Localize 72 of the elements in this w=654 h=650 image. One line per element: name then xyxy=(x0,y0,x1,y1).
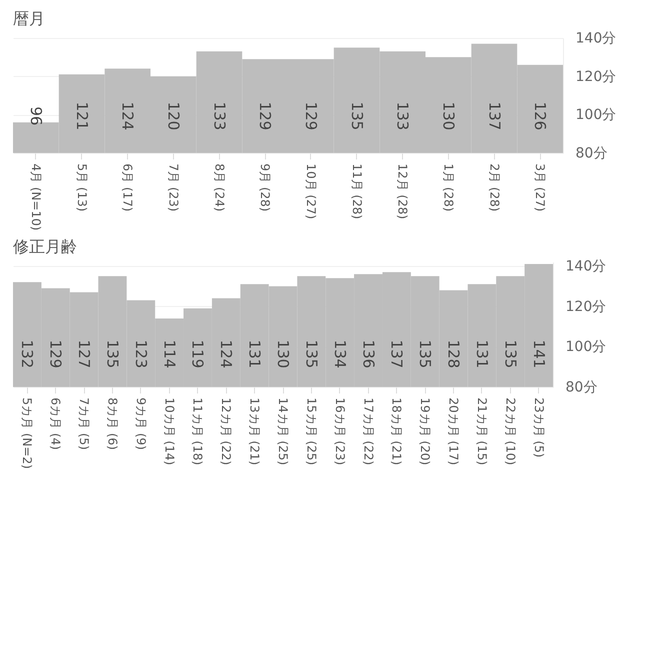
y-tick-label: 140分 xyxy=(576,30,616,46)
data-label: 124 xyxy=(217,340,236,368)
x-tick-label: 7月 (23) xyxy=(166,164,180,212)
x-tick-label: 6カ月 (4) xyxy=(48,398,63,450)
x-tick-label: 8カ月 (6) xyxy=(105,398,120,450)
x-tick-label: 5月 (13) xyxy=(74,164,89,212)
x-tick-label: 23カ月 (5) xyxy=(532,398,546,458)
x-tick-label: 4月 (N=10) xyxy=(28,164,43,231)
data-label: 124 xyxy=(118,102,137,130)
chart-title: 修正月齢 xyxy=(13,237,77,256)
x-tick-label: 9カ月 (9) xyxy=(134,398,148,450)
x-tick-label: 15カ月 (25) xyxy=(304,398,318,466)
x-tick-label: 12月 (28) xyxy=(396,164,410,220)
data-label: 120 xyxy=(164,102,182,130)
data-label: 129 xyxy=(46,340,65,368)
x-tick-label: 13カ月 (21) xyxy=(248,398,262,466)
data-label: 126 xyxy=(531,102,550,130)
y-tick-label: 120分 xyxy=(576,68,616,85)
x-tick-label: 19カ月 (20) xyxy=(418,398,432,466)
y-tick-label: 100分 xyxy=(566,339,606,356)
data-label: 135 xyxy=(103,340,122,368)
data-label: 131 xyxy=(472,340,491,368)
x-tick-label: 11カ月 (18) xyxy=(190,398,205,466)
data-label: 134 xyxy=(330,340,349,368)
chart-title: 暦月 xyxy=(13,9,45,28)
x-tick-label: 22カ月 (10) xyxy=(503,398,518,466)
data-label: 135 xyxy=(302,340,320,368)
data-label: 128 xyxy=(444,340,463,368)
x-tick-label: 18カ月 (21) xyxy=(390,398,404,466)
x-tick-label: 3月 (27) xyxy=(533,164,548,212)
data-label: 123 xyxy=(132,340,150,368)
data-label: 133 xyxy=(210,102,228,130)
data-label: 114 xyxy=(160,340,178,368)
x-tick-label: 8月 (24) xyxy=(212,164,226,212)
y-tick-label: 80分 xyxy=(566,380,598,396)
x-tick-label: 12カ月 (22) xyxy=(219,398,234,466)
x-tick-label: 10カ月 (14) xyxy=(162,398,176,466)
data-label: 129 xyxy=(302,102,320,130)
data-label: 137 xyxy=(388,340,406,368)
x-tick-label: 14カ月 (25) xyxy=(276,398,290,466)
x-tick-label: 17カ月 (22) xyxy=(361,398,376,466)
x-tick-label: 7カ月 (5) xyxy=(77,398,92,450)
data-label: 135 xyxy=(348,102,366,130)
y-tick-label: 80分 xyxy=(576,146,608,162)
x-tick-label: 2月 (28) xyxy=(487,164,502,212)
data-label: 127 xyxy=(75,340,94,368)
x-tick-label: 11月 (28) xyxy=(350,164,364,220)
x-tick-label: 21カ月 (15) xyxy=(474,398,489,466)
data-label: 131 xyxy=(246,340,264,368)
data-label: 130 xyxy=(439,102,458,130)
data-label: 121 xyxy=(72,102,91,130)
x-tick-label: 16カ月 (23) xyxy=(332,398,347,466)
x-tick-label: 20カ月 (17) xyxy=(446,398,461,466)
y-tick-label: 120分 xyxy=(566,298,606,315)
x-tick-label: 1月 (28) xyxy=(441,164,456,212)
data-label: 137 xyxy=(485,102,504,130)
data-label: 135 xyxy=(416,340,434,368)
data-label: 136 xyxy=(359,340,378,368)
data-label: 133 xyxy=(394,102,412,130)
data-label: 129 xyxy=(256,102,274,130)
y-tick-label: 100分 xyxy=(576,107,616,124)
data-label: 135 xyxy=(501,340,520,368)
data-label: 96 xyxy=(26,106,45,126)
x-tick-label: 5カ月 (N=2) xyxy=(20,398,34,469)
data-label: 132 xyxy=(18,340,36,368)
y-tick-label: 140分 xyxy=(566,258,606,275)
data-label: 130 xyxy=(274,340,292,368)
x-tick-label: 9月 (28) xyxy=(258,164,272,212)
data-label: 141 xyxy=(530,340,548,368)
data-label: 119 xyxy=(188,340,207,368)
x-tick-label: 10月 (27) xyxy=(304,164,318,220)
x-tick-label: 6月 (17) xyxy=(120,164,135,212)
